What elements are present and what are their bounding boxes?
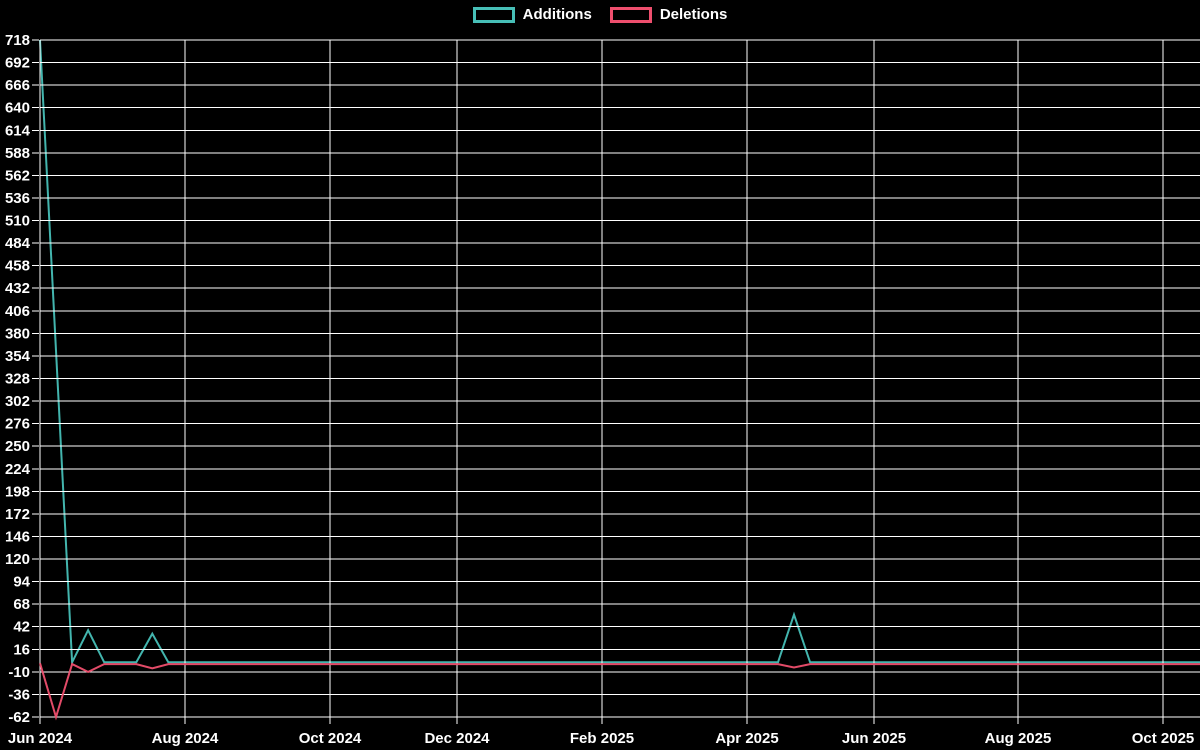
y-axis-label-42: 42	[13, 619, 30, 636]
y-axis-label-588: 588	[5, 145, 30, 162]
y-axis-label-484: 484	[5, 235, 31, 252]
y-axis-label-276: 276	[5, 416, 30, 433]
y-axis-label-406: 406	[5, 303, 30, 320]
y-axis-label-302: 302	[5, 393, 30, 410]
x-axis-label-0: Jun 2024	[8, 730, 73, 747]
y-axis-label-718: 718	[5, 32, 30, 49]
x-axis-label-8: Oct 2025	[1132, 730, 1195, 747]
additions-line	[39, 39, 1200, 667]
deletions-line	[39, 662, 1200, 721]
y-axis-label-614: 614	[5, 122, 31, 139]
y-axis-label-692: 692	[5, 55, 30, 72]
y-axis-label-640: 640	[5, 100, 30, 117]
y-axis-label--36: -36	[8, 686, 30, 703]
x-axis-label-5: Apr 2025	[715, 730, 778, 747]
x-axis-label-4: Feb 2025	[570, 730, 634, 747]
legend-item-additions[interactable]: Additions	[472, 6, 592, 23]
additions-swatch	[472, 6, 515, 23]
y-axis-label-16: 16	[13, 641, 30, 658]
deletions-swatch	[609, 6, 652, 23]
y-axis-label-94: 94	[13, 574, 30, 591]
y-axis-label-510: 510	[5, 213, 30, 230]
y-axis-label--62: -62	[8, 709, 30, 726]
deletions-legend-label: Deletions	[659, 6, 728, 23]
x-axis-label-1: Aug 2024	[152, 730, 219, 747]
legend-item-deletions[interactable]: Deletions	[609, 6, 728, 23]
additions-legend-label: Additions	[522, 6, 592, 23]
y-axis-label--10: -10	[8, 664, 30, 681]
y-axis-label-198: 198	[5, 483, 30, 500]
x-axis-label-6: Jun 2025	[842, 730, 906, 747]
y-axis-label-224: 224	[5, 461, 31, 478]
y-axis-label-250: 250	[5, 438, 30, 455]
x-axis-label-3: Dec 2024	[424, 730, 490, 747]
y-axis-label-458: 458	[5, 258, 30, 275]
y-axis-label-354: 354	[5, 348, 31, 365]
y-axis-label-536: 536	[5, 190, 30, 207]
chart-legend: Additions Deletions	[0, 6, 1200, 23]
y-axis-label-666: 666	[5, 77, 30, 94]
y-axis-label-146: 146	[5, 529, 30, 546]
y-axis-label-68: 68	[13, 596, 30, 613]
y-axis-label-328: 328	[5, 371, 30, 388]
y-axis-label-120: 120	[5, 551, 30, 568]
y-axis-label-172: 172	[5, 506, 30, 523]
x-axis-label-2: Oct 2024	[299, 730, 362, 747]
y-axis-label-380: 380	[5, 325, 30, 342]
x-axis-label-7: Aug 2025	[985, 730, 1052, 747]
y-axis-label-562: 562	[5, 167, 30, 184]
y-axis-label-432: 432	[5, 280, 30, 297]
